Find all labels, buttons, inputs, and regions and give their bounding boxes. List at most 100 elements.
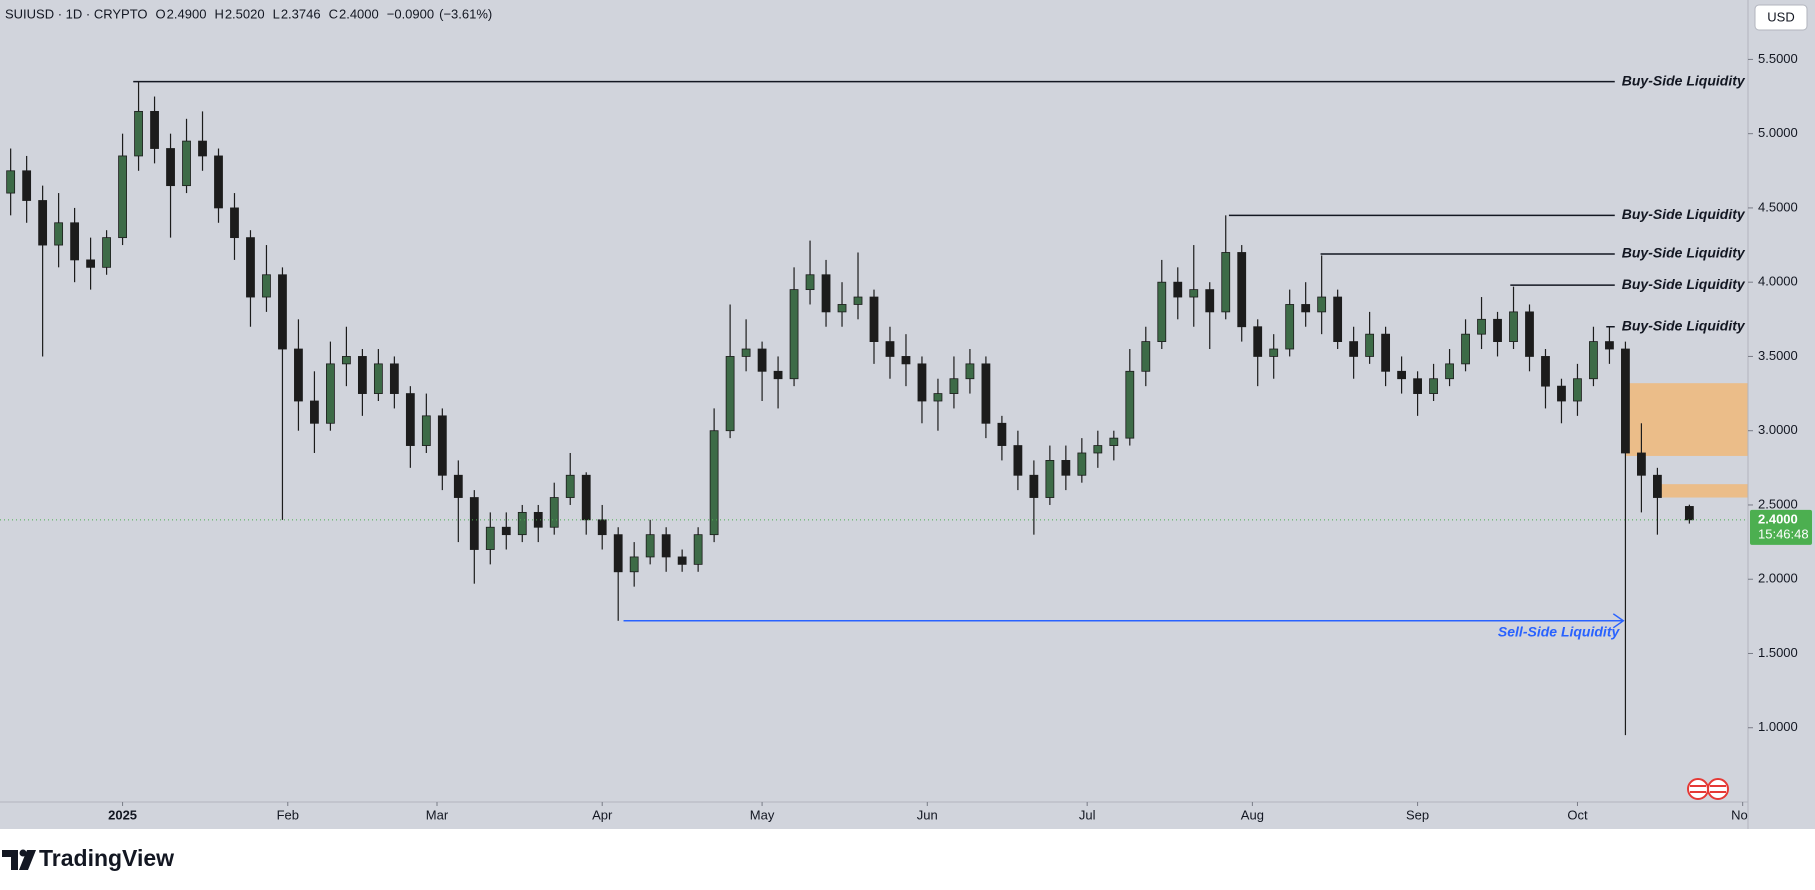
candle-body: [1381, 333, 1391, 372]
candle-body: [613, 534, 623, 573]
candle-body: [1269, 348, 1279, 357]
candle-body: [38, 200, 48, 246]
candle-body: [1349, 341, 1359, 357]
y-tick-label: 3.5000: [1758, 348, 1798, 363]
candle-body: [1445, 363, 1454, 380]
candle-body: [1637, 452, 1646, 476]
candle-body: [1573, 378, 1582, 402]
candle-body: [1253, 326, 1263, 357]
candle-body: [1125, 370, 1135, 439]
level-label: Buy-Side Liquidity: [1622, 245, 1746, 261]
candle-body: [501, 526, 511, 536]
candle-body: [997, 422, 1007, 446]
flag-icon[interactable]: [1687, 778, 1709, 800]
event-flags[interactable]: [1687, 778, 1729, 800]
candle-body: [1684, 506, 1694, 521]
candle-body: [86, 259, 95, 268]
candle-body: [118, 155, 127, 239]
change-percent: (−3.61%): [439, 6, 492, 21]
candle-body: [1333, 296, 1343, 342]
candle-body: [741, 348, 751, 357]
candle-body: [1173, 281, 1183, 298]
logo-mark: [2, 850, 18, 870]
chart-background: [0, 0, 1815, 829]
arrow-head: [1612, 613, 1625, 629]
candle-body: [453, 474, 463, 498]
currency: USD: [1767, 9, 1794, 24]
candle-body: [1109, 437, 1119, 446]
candle-body: [70, 222, 80, 261]
candle-body: [773, 370, 783, 380]
plot-area: Buy-Side Liquidity Buy-Side Liquidity Buy-…: [0, 72, 1748, 736]
x-tick-label: Oct: [1567, 807, 1588, 822]
x-tick-label: May: [750, 807, 775, 822]
candle-body: [1477, 318, 1486, 335]
candle-body: [1493, 318, 1502, 342]
candle-body: [821, 274, 831, 313]
candle-body: [357, 356, 367, 394]
candle-body: [102, 237, 111, 268]
candle-body: [6, 170, 16, 194]
candle-body: [629, 556, 639, 573]
candle-body: [1061, 460, 1071, 476]
candle-body: [246, 237, 255, 298]
countdown: 15:46:48: [1758, 526, 1809, 541]
flag-icon[interactable]: [1707, 778, 1729, 800]
candle-body: [725, 356, 735, 432]
change: −0.0900: [387, 6, 434, 21]
candle-body: [310, 400, 319, 424]
candle-body: [693, 534, 703, 565]
candle-body: [1077, 452, 1087, 476]
currency-box[interactable]: [1754, 4, 1808, 31]
quote-value: 2.4900: [167, 6, 207, 21]
brand-name: TradingView: [39, 845, 174, 871]
quote-value: 2.4000: [339, 6, 379, 21]
quote-prefix: L: [273, 6, 280, 21]
candle-body: [469, 497, 479, 550]
x-tick-label: Feb: [277, 807, 299, 822]
candle-body: [837, 304, 847, 313]
y-tick-label: 1.0000: [1758, 719, 1798, 734]
candle-body: [1413, 378, 1422, 394]
candle-body: [1317, 296, 1327, 313]
candle-body: [1397, 370, 1406, 380]
candle-body: [373, 363, 383, 394]
candle-body: [1429, 378, 1438, 394]
candle-body: [262, 274, 271, 298]
candle-body: [981, 363, 991, 424]
candle-body: [1605, 341, 1614, 350]
x-tick-label: Sep: [1406, 807, 1429, 822]
candle-body: [581, 474, 591, 521]
candle-body: [1365, 333, 1375, 357]
y-tick-label: 5.5000: [1758, 51, 1798, 66]
candle-body: [517, 511, 527, 536]
y-tick-label: 3.0000: [1758, 422, 1798, 437]
candle-body: [1653, 474, 1662, 498]
candle-body: [1157, 281, 1167, 342]
y-tick-label: 4.5000: [1758, 199, 1798, 214]
candle-body: [533, 511, 543, 528]
candle-body: [54, 222, 64, 246]
candle-body: [389, 363, 399, 394]
y-tick-label: 5.0000: [1758, 125, 1798, 140]
candle-body: [597, 519, 607, 536]
quote-prefix: O: [156, 6, 166, 21]
y-tick-label: 1.5000: [1758, 645, 1798, 660]
candle-body: [166, 148, 175, 187]
candle-body: [1237, 252, 1247, 328]
brand-logo[interactable]: TradingView: [2, 845, 174, 871]
liquidity-zone: [1657, 484, 1748, 498]
x-tick-label: 2025: [108, 807, 137, 822]
quote-prefix: H: [214, 6, 223, 21]
candle-body: [1541, 356, 1550, 387]
candle-body: [182, 140, 191, 187]
candle-body: [1589, 341, 1598, 380]
candle-body: [230, 207, 239, 239]
candle-body: [1285, 304, 1295, 350]
y-tick-label: 2.0000: [1758, 571, 1798, 586]
y-tick-label: 2.5000: [1758, 496, 1798, 511]
candle-body: [1141, 341, 1151, 372]
level-label: Buy-Side Liquidity: [1622, 317, 1746, 333]
